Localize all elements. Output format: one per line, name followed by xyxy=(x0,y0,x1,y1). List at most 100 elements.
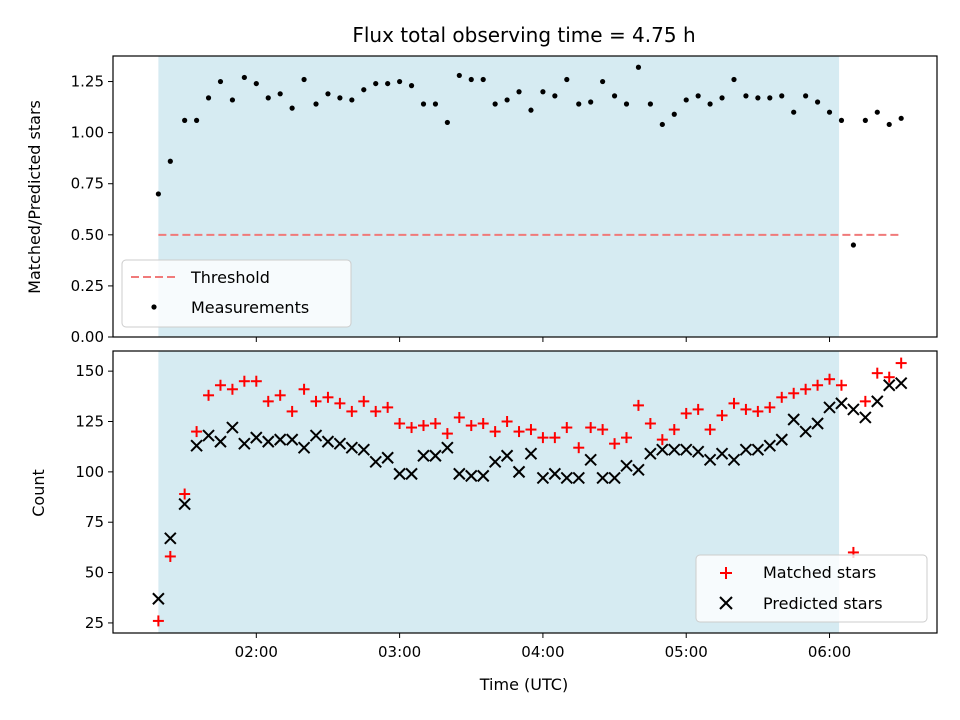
measurements-point xyxy=(862,117,868,123)
matched-stars-point xyxy=(716,409,728,421)
predicted-stars-point xyxy=(596,471,609,485)
matched-stars-point xyxy=(152,615,164,627)
predicted-stars-point xyxy=(703,453,717,466)
matched-stars-point xyxy=(286,405,298,417)
predicted-stars-point xyxy=(859,411,872,424)
matched-stars-point xyxy=(549,432,561,444)
measurements-point xyxy=(289,105,295,111)
matched-stars-point xyxy=(859,395,871,407)
matched-stars-point xyxy=(537,432,549,444)
predicted-stars-point xyxy=(775,433,788,446)
matched-stars-point xyxy=(525,424,537,436)
x-tick-label: 02:00 xyxy=(235,643,278,661)
matched-stars-point xyxy=(417,420,429,432)
predicted-stars-point xyxy=(811,417,824,430)
measurements-point xyxy=(707,101,713,107)
measurements-point xyxy=(731,76,737,83)
count-axes-frame xyxy=(112,350,938,634)
measurements-point xyxy=(182,117,188,123)
predicted-stars-point xyxy=(178,497,191,511)
chart-title: Flux total observing time = 4.75 h xyxy=(352,23,695,47)
predicted-stars-point xyxy=(309,429,323,442)
predicted-stars-point xyxy=(429,449,442,462)
measurements-point xyxy=(874,109,880,115)
predicted-stars-point xyxy=(787,413,800,426)
predicted-stars-point xyxy=(632,463,645,477)
matched-stars-point xyxy=(226,383,238,395)
predicted-stars-point xyxy=(823,401,836,414)
count-y-tick-label: 50 xyxy=(85,564,104,582)
measurements-point xyxy=(576,101,582,107)
measurements-point xyxy=(313,101,319,107)
predicted-stars-point xyxy=(894,377,908,390)
measurements-point xyxy=(492,101,498,107)
predicted-stars-point xyxy=(202,429,215,442)
measurements-point xyxy=(588,99,594,105)
measurements-point xyxy=(217,78,224,85)
measurements-point xyxy=(683,97,689,103)
legend-threshold-label: Threshold xyxy=(190,268,270,287)
predicted-stars-point xyxy=(608,471,621,485)
matched-stars-point xyxy=(310,395,322,407)
predicted-stars-point xyxy=(297,441,311,454)
matched-stars-point xyxy=(429,418,441,430)
ratio-y-tick-label: 0.75 xyxy=(71,175,104,193)
matched-stars-point xyxy=(668,424,680,436)
matched-stars-point xyxy=(441,428,453,440)
count-y-tick-label: 25 xyxy=(85,614,104,632)
measurements-point xyxy=(564,76,570,83)
predicted-stars-point xyxy=(321,435,335,448)
ratio-axes-frame xyxy=(112,55,938,338)
ratio-y-tick-label: 1.25 xyxy=(71,73,104,91)
matched-stars-point xyxy=(812,379,824,391)
measurements-point xyxy=(838,117,845,123)
legend-measurements-label: Measurements xyxy=(191,298,309,317)
predicted-stars-point xyxy=(548,467,562,481)
matched-stars-point xyxy=(238,375,250,387)
predicted-stars-point xyxy=(715,447,729,460)
matched-stars-point xyxy=(883,371,895,383)
predicted-stars-point xyxy=(751,443,765,456)
predicted-stars-point xyxy=(273,433,287,446)
matched-stars-point xyxy=(764,401,776,413)
measurements-point xyxy=(193,117,200,123)
measurements-point xyxy=(444,119,450,126)
matched-stars-point xyxy=(776,391,788,403)
predicted-stars-point xyxy=(405,467,418,481)
predicted-stars-point xyxy=(644,447,657,460)
matched-stars-point xyxy=(680,407,692,419)
measurements-point xyxy=(349,97,355,103)
measurements-point xyxy=(456,72,462,79)
measurements-point xyxy=(167,158,173,164)
predicted-stars-point xyxy=(285,433,299,446)
measurements-point xyxy=(337,95,343,101)
matched-stars-point xyxy=(164,550,176,562)
measurements-point xyxy=(767,95,773,101)
matched-stars-point xyxy=(609,438,621,450)
measurements-point xyxy=(755,95,761,101)
ratio-y-tick-label: 0.25 xyxy=(71,277,104,295)
measurements-point xyxy=(420,101,427,107)
predicted-stars-point xyxy=(226,421,239,434)
matched-stars-point xyxy=(465,420,477,432)
matched-stars-point xyxy=(835,379,847,391)
matched-stars-point xyxy=(370,405,382,417)
count-y-tick-label: 100 xyxy=(75,463,104,481)
measurements-point xyxy=(229,97,236,103)
measurements-point xyxy=(277,91,283,97)
matched-stars-point xyxy=(895,357,907,369)
predicted-stars-point xyxy=(512,465,526,479)
predicted-stars-point xyxy=(488,455,502,468)
predicted-stars-point xyxy=(262,435,275,448)
ratio-legend-box xyxy=(121,259,352,328)
predicted-stars-point xyxy=(883,379,896,392)
predicted-stars-point xyxy=(500,449,514,462)
ratio-y-tick-label: 0.50 xyxy=(71,226,104,244)
matched-stars-point xyxy=(501,416,513,427)
predicted-stars-point xyxy=(164,532,177,545)
measurements-point xyxy=(155,191,161,197)
measurements-point xyxy=(325,91,331,97)
measurements-point xyxy=(301,76,307,83)
matched-stars-point xyxy=(453,411,465,423)
matched-stars-point xyxy=(489,426,501,438)
